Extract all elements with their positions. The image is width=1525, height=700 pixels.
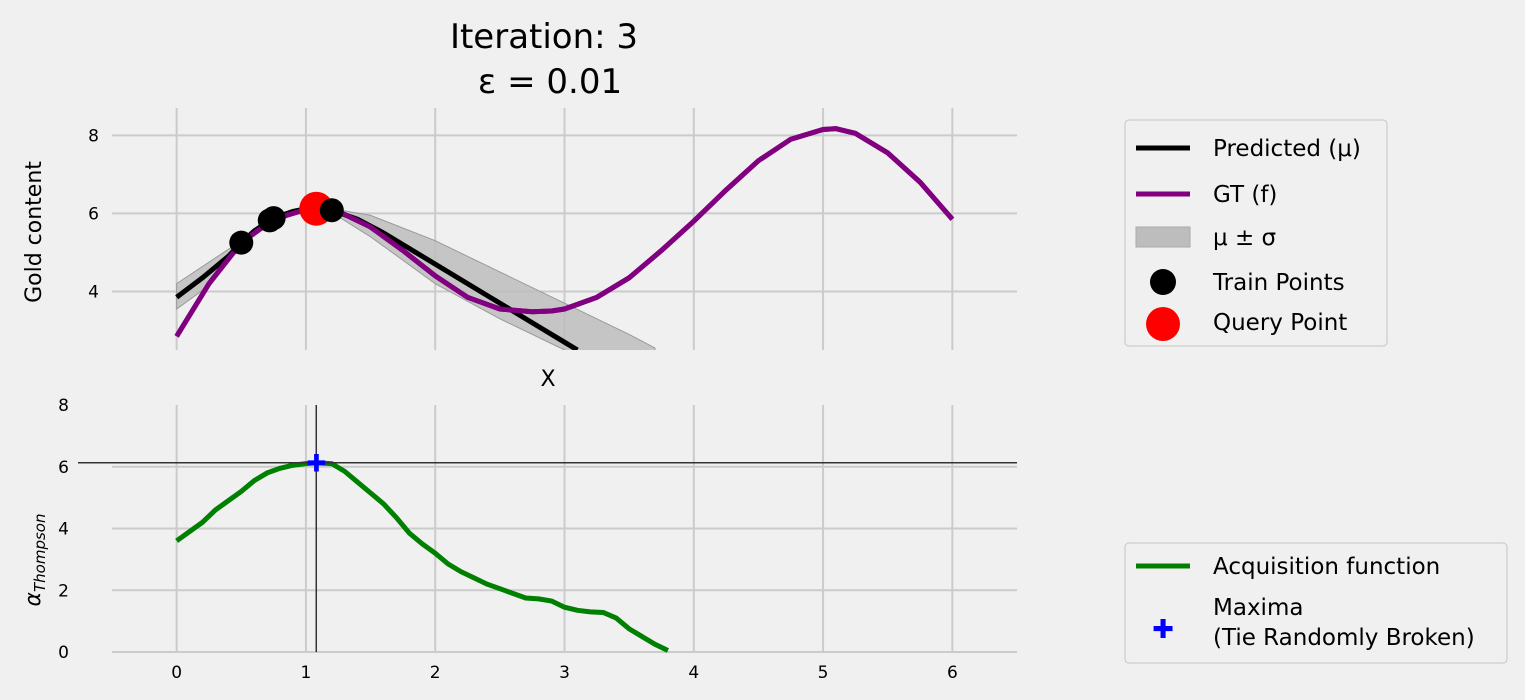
train-point (319, 198, 344, 223)
acquisition-line (175, 460, 670, 653)
maxima-marker: ✚ (306, 450, 326, 478)
top-panel-points (229, 191, 344, 255)
bottom-panel-x-ticks: 0 1 2 3 4 5 6 (171, 663, 958, 683)
top-x-axis-label: X (540, 367, 555, 392)
legend-bottom-frame (1124, 542, 1508, 664)
legend-band-swatch (1135, 226, 1191, 248)
chart-title: Iteration: 3 (450, 17, 638, 57)
bottom-y-tick-label: 6 (58, 458, 69, 478)
legend-train-label: Train Points (1212, 270, 1345, 296)
bottom-panel-lines (175, 460, 670, 653)
legend-query-swatch (1146, 307, 1180, 341)
bottom-x-tick-label: 1 (301, 663, 312, 683)
bottom-y-axis-label-alpha: α (21, 592, 46, 607)
top-panel-grid (112, 108, 1017, 350)
legend-band-label: μ ± σ (1213, 225, 1276, 251)
train-point (229, 230, 254, 255)
legend-acq-label: Acquisition function (1213, 554, 1440, 580)
bottom-y-axis-label: αThompson (21, 514, 49, 607)
top-y-tick-label: 8 (88, 126, 99, 146)
legend-maxima-line1: Maxima (1213, 595, 1303, 621)
bottom-x-tick-label: 6 (947, 663, 958, 683)
legend-maxima-label: Maxima (Tie Randomly Broken) (1213, 595, 1475, 651)
bottom-panel-marks: ✚ (78, 405, 1017, 652)
legend-top: Predicted (μ) GT (f) μ ± σ Train Points … (1124, 119, 1388, 347)
bottom-x-tick-label: 3 (559, 663, 570, 683)
bottom-panel-y-ticks: 0 2 4 6 8 (58, 396, 69, 663)
legend-maxima-line2: (Tie Randomly Broken) (1213, 625, 1475, 651)
bottom-x-tick-label: 2 (430, 663, 441, 683)
bottom-x-tick-label: 4 (688, 663, 699, 683)
top-panel-y-ticks: 4 6 8 (88, 126, 99, 302)
legend-train-swatch (1150, 269, 1176, 295)
legend-predicted-label: Predicted (μ) (1213, 136, 1361, 162)
bottom-y-tick-label: 4 (58, 520, 69, 540)
bottom-y-tick-label: 2 (58, 581, 69, 601)
legend-gt-label: GT (f) (1213, 182, 1277, 208)
bottom-y-tick-label: 0 (58, 643, 69, 663)
chart-subtitle: ε = 0.01 (478, 62, 622, 102)
train-point (261, 206, 286, 231)
legend-maxima-swatch: ✚ (1152, 615, 1174, 645)
bottom-y-tick-label: 8 (58, 396, 69, 416)
top-y-tick-label: 4 (88, 282, 99, 302)
legend-bottom: Acquisition function ✚ Maxima (Tie Rando… (1124, 542, 1508, 664)
bottom-panel-grid (112, 405, 1017, 653)
top-y-tick-label: 6 (88, 204, 99, 224)
legend-top-frame (1124, 119, 1388, 347)
top-y-axis-label: Gold content (22, 161, 47, 303)
bottom-x-tick-label: 0 (171, 663, 182, 683)
legend-query-label: Query Point (1213, 310, 1347, 336)
bottom-y-axis-label-subscript: Thompson (31, 514, 49, 592)
bottom-x-tick-label: 5 (818, 663, 829, 683)
